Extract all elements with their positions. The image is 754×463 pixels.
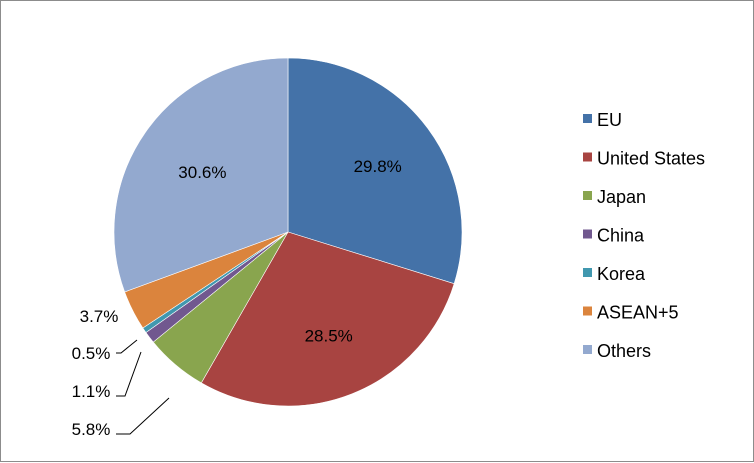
legend-swatch-korea xyxy=(583,268,592,277)
legend-swatch-japan xyxy=(583,191,592,200)
leader-line-japan xyxy=(116,397,170,435)
data-label-others: 30.6% xyxy=(178,163,226,182)
legend-label-united-states: United States xyxy=(597,149,705,169)
data-label-united-states: 28.5% xyxy=(305,327,353,346)
legend-label-china: China xyxy=(597,226,645,246)
legend: EU United States Japan China Korea ASEAN+5 Oth… xyxy=(583,110,705,361)
legend-swatch-eu xyxy=(583,114,592,123)
legend-label-japan: Japan xyxy=(597,187,646,207)
legend-swatch-china xyxy=(583,229,592,239)
data-label-eu: 29.8% xyxy=(354,157,402,176)
leader-line-korea xyxy=(116,339,138,354)
data-label-japan: 5.8% xyxy=(72,420,111,439)
pie-slices xyxy=(113,57,463,407)
data-label-korea: 0.5% xyxy=(72,344,111,363)
leader-line-china xyxy=(116,351,142,397)
pie-slice-eu xyxy=(287,57,463,285)
legend-label-korea: Korea xyxy=(597,264,646,284)
pie-slice-others xyxy=(113,57,289,293)
data-label-asean-5: 3.7% xyxy=(80,307,119,326)
data-labels: 29.8% 28.5% 5.8% 1.1% 0.5% 3.7% 30.6% xyxy=(72,157,402,439)
data-label-china: 1.1% xyxy=(72,382,111,401)
leader-lines xyxy=(116,339,170,435)
pie-slice-united-states xyxy=(200,231,455,407)
legend-swatch-united-states xyxy=(583,152,592,162)
legend-swatch-others xyxy=(583,345,592,354)
legend-label-asean-5: ASEAN+5 xyxy=(597,303,679,323)
legend-label-eu: EU xyxy=(597,110,622,130)
legend-swatch-asean-5 xyxy=(583,306,592,316)
legend-label-others: Others xyxy=(597,341,651,361)
